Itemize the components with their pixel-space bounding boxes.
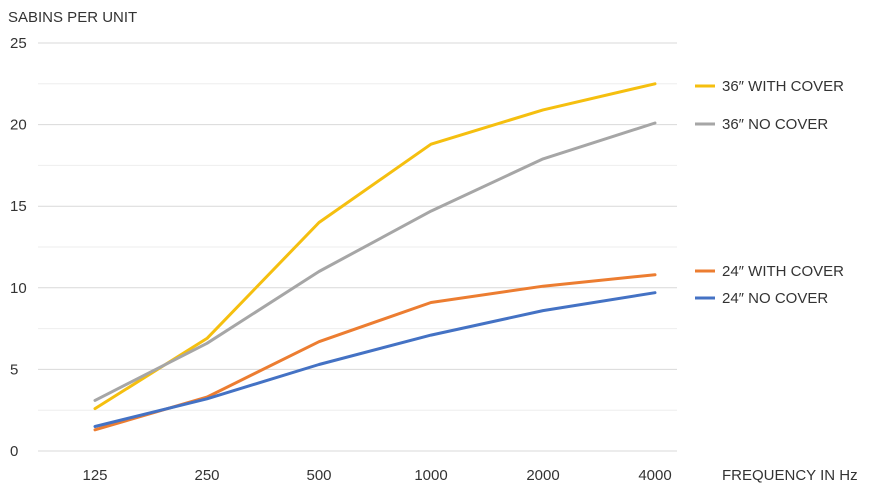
x-tick-label: 250 [194,467,219,483]
y-tick-label: 0 [10,443,18,460]
x-axis-title: FREQUENCY IN Hz [722,467,858,483]
series-lines [93,82,657,432]
y-axis-ticks: 0 5 10 15 20 25 [10,35,27,460]
series-line [93,121,657,402]
y-tick-label: 10 [10,280,27,297]
gridlines [38,42,677,452]
x-axis-ticks: 125 250 500 1000 2000 4000 [82,467,671,483]
x-tick-label: 2000 [526,467,559,483]
x-tick-label: 125 [82,467,107,483]
series-line [93,82,657,411]
y-tick-label: 25 [10,35,27,52]
legend-label: 24″ NO COVER [722,290,828,307]
series-line [93,291,657,428]
legend-label: 36″ WITH COVER [722,78,844,95]
y-tick-label: 20 [10,117,27,134]
legend: 36″ WITH COVER 36″ NO COVER 24″ WITH COVER… [695,78,844,307]
x-tick-label: 500 [306,467,331,483]
y-tick-label: 15 [10,198,27,215]
y-axis-title: SABINS PER UNIT [8,9,137,26]
x-tick-label: 1000 [414,467,447,483]
x-tick-label: 4000 [638,467,671,483]
y-tick-label: 5 [10,361,18,378]
legend-label: 24″ WITH COVER [722,263,844,280]
legend-label: 36″ NO COVER [722,116,828,133]
